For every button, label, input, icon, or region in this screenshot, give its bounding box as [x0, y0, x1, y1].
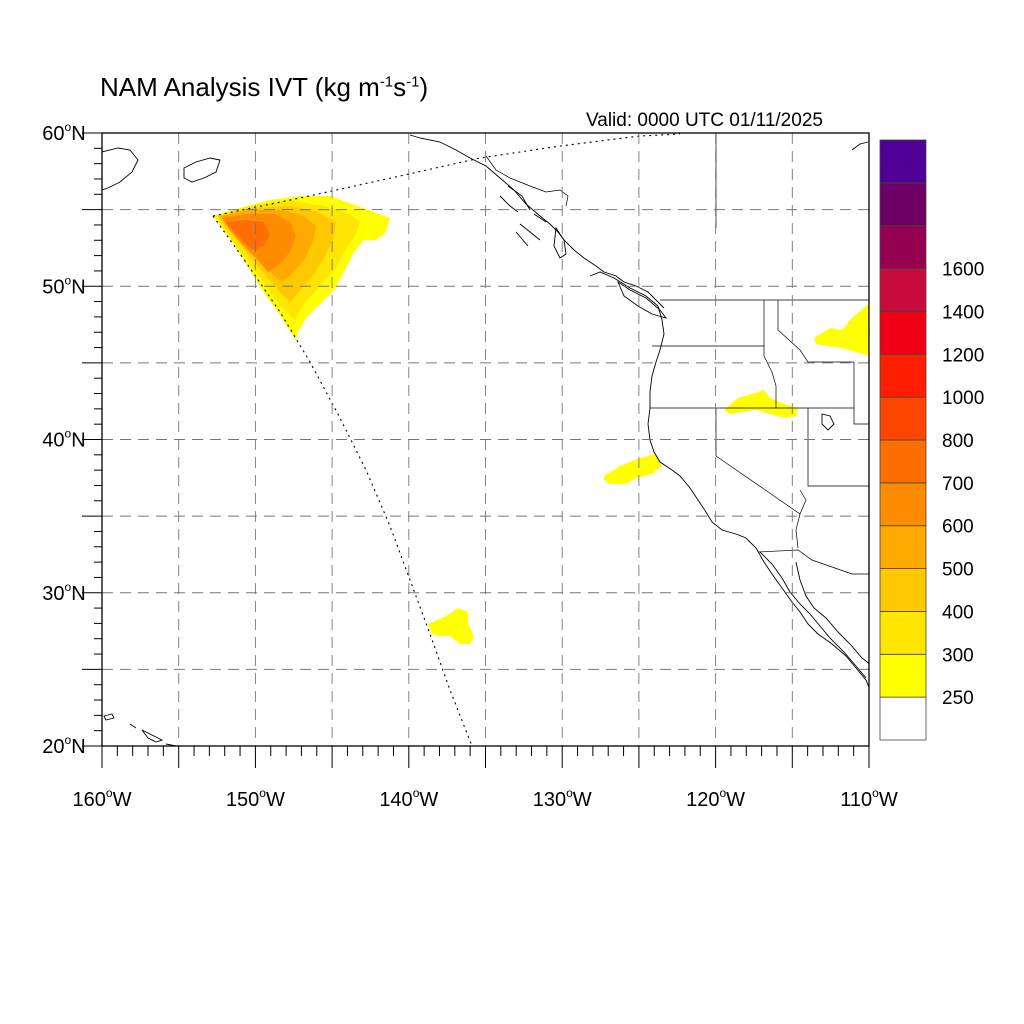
colorbar-segment [879, 268, 927, 312]
colorbar-label: 400 [942, 602, 974, 623]
lon-label: 150oW [226, 786, 285, 811]
latitude-labels: 60oN 50oN 40oN 30oN 20oN [42, 120, 85, 758]
colorbar-segment [879, 182, 927, 227]
colorbar-label: 1000 [942, 388, 984, 409]
ivt-blob-california [604, 454, 662, 484]
southeast-alaska-islands [499, 185, 547, 247]
colorbar-label: 600 [942, 517, 974, 538]
great-salt-lake [821, 413, 835, 431]
colorbar-segment [879, 311, 927, 355]
alaska-canada-border [485, 155, 569, 207]
lat-label: 60oN [42, 120, 85, 145]
alaska-peninsula [102, 147, 139, 191]
colorbar-label: 250 [942, 688, 974, 709]
colorbar-label: 1600 [942, 260, 984, 281]
ivt-shading [213, 196, 869, 644]
colorbar-label: 1400 [942, 302, 984, 323]
colorbar-label: 500 [942, 560, 974, 581]
ivt-plume-700 [226, 220, 270, 250]
colorbar-label: 1200 [942, 345, 984, 366]
ivt-colorbar: 250 300 400 500 600 700 800 1000 1200 1400 1600 [879, 139, 984, 741]
baja-california [759, 551, 869, 679]
colorbar-segment [879, 568, 927, 612]
lon-label: 140oW [379, 786, 438, 811]
hawaii-islands [103, 713, 177, 746]
colorbar-segment [879, 482, 927, 527]
colorbar-label: 700 [942, 474, 974, 495]
alaska-coast [409, 134, 665, 309]
colorbar-segment [879, 525, 927, 569]
lon-label: 120oW [686, 786, 745, 811]
lon-label: 130oW [533, 786, 592, 811]
coastlines [102, 134, 869, 746]
ivt-blob-nevada [724, 390, 798, 418]
ne-corner-coast [851, 141, 869, 151]
kodiak-island [183, 157, 221, 183]
lat-label: 30oN [42, 580, 85, 605]
nam-domain-boundary [212, 133, 869, 746]
ivt-blob-subtropical [428, 608, 474, 644]
lat-label: 20oN [42, 733, 85, 758]
colorbar-segment [879, 439, 927, 484]
colorbar-segment [879, 653, 927, 698]
axis-ticks [82, 132, 870, 768]
lat-label: 40oN [42, 427, 85, 452]
colorbar-label: 300 [942, 645, 974, 666]
lat-lon-grid [102, 133, 869, 746]
vancouver-island [616, 280, 668, 319]
colorbar-segment [879, 396, 927, 441]
haida-gwaii [553, 226, 567, 259]
colorbar-segment [879, 353, 927, 398]
domain-west-edge [212, 215, 473, 746]
colorbar-label: 800 [942, 431, 974, 452]
colorado-river [795, 489, 807, 549]
ivt-blob-idaho [814, 304, 869, 356]
west-coast [589, 271, 869, 689]
colorbar-segment [879, 696, 927, 741]
lat-label: 50oN [42, 273, 85, 298]
colorbar-segment [879, 139, 927, 184]
longitude-labels: 160oW 150oW 140oW 130oW 120oW 110oW [73, 786, 898, 811]
us-mexico-border [757, 549, 869, 575]
valid-time-label: Valid: 0000 UTC 01/11/2025 [586, 110, 823, 131]
state-lines [650, 300, 869, 515]
colorbar-segment [879, 611, 927, 655]
lon-label: 160oW [73, 786, 132, 811]
colorbar-segment [879, 225, 927, 269]
lon-label: 110oW [840, 786, 898, 811]
chart-title: NAM Analysis IVT (kg m-1s-1) [100, 72, 429, 102]
